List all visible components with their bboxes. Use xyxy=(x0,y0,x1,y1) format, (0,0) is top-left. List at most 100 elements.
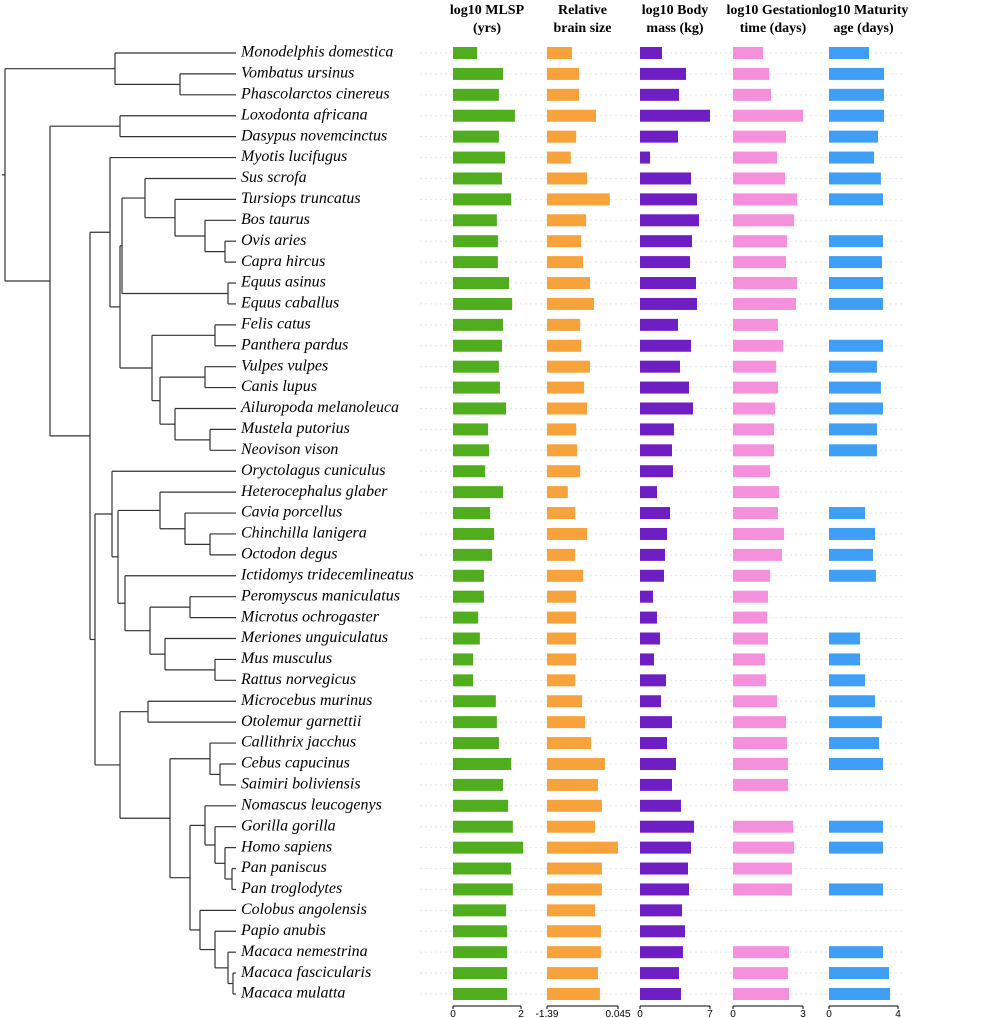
bar xyxy=(829,820,883,833)
species-label: Papio anubis xyxy=(240,922,326,939)
bar xyxy=(640,841,691,854)
bar xyxy=(453,47,478,59)
bar xyxy=(453,632,480,645)
bar xyxy=(453,611,479,624)
bar xyxy=(733,423,775,436)
bar xyxy=(829,695,876,708)
bar xyxy=(733,339,784,352)
bar xyxy=(640,716,672,729)
bar xyxy=(453,277,510,290)
bar xyxy=(640,67,686,80)
bar xyxy=(640,527,667,540)
bar xyxy=(733,67,770,80)
species-label: Microtus ochrogaster xyxy=(240,608,380,625)
column-title: log10 Body xyxy=(642,3,709,18)
bar xyxy=(453,423,489,436)
bar xyxy=(640,486,657,499)
species-label: Macaca fascicularis xyxy=(240,964,371,981)
species-label: Vulpes vulpes xyxy=(241,357,328,374)
bar xyxy=(640,151,650,164)
bar xyxy=(829,548,873,561)
bar xyxy=(547,988,600,1000)
bar xyxy=(453,172,502,185)
species-label: Mus musculus xyxy=(240,650,332,667)
bar xyxy=(733,611,768,624)
bar xyxy=(640,820,694,833)
bar xyxy=(547,674,576,687)
bar xyxy=(640,862,688,875)
bar xyxy=(829,151,875,164)
bar xyxy=(829,277,883,290)
bar xyxy=(640,277,696,290)
species-label: Panthera pardus xyxy=(240,336,348,353)
bar xyxy=(547,778,598,791)
bar xyxy=(829,402,883,415)
bar xyxy=(453,297,513,310)
bar xyxy=(640,47,662,59)
bar xyxy=(829,883,883,896)
bar xyxy=(829,256,882,269)
bar xyxy=(733,444,775,457)
species-label: Octodon degus xyxy=(241,546,337,563)
bar xyxy=(640,695,661,708)
bar xyxy=(640,653,654,666)
bar xyxy=(547,318,581,331)
bar xyxy=(453,402,507,415)
species-label: Vombatus ursinus xyxy=(241,65,354,82)
bar xyxy=(733,862,793,875)
species-label: Tursiops truncatus xyxy=(241,190,361,207)
bar xyxy=(640,130,678,143)
bar xyxy=(640,360,680,373)
bar xyxy=(547,716,586,729)
column-title: log10 Gestation xyxy=(727,3,820,18)
bar xyxy=(829,569,876,582)
bar xyxy=(733,674,767,687)
bar xyxy=(829,988,891,1000)
bar xyxy=(547,590,577,603)
bar xyxy=(640,737,667,750)
column-title: age (days) xyxy=(833,21,894,36)
bar xyxy=(829,235,883,248)
bar xyxy=(640,569,664,582)
bar xyxy=(733,47,764,59)
bar xyxy=(640,611,657,624)
bar xyxy=(640,904,682,917)
bar xyxy=(733,716,786,729)
bar xyxy=(453,904,507,917)
bar xyxy=(640,465,673,478)
bar xyxy=(640,757,676,770)
bar xyxy=(640,339,691,352)
bar xyxy=(733,695,778,708)
bar xyxy=(453,569,484,582)
species-label: Ovis aries xyxy=(241,232,306,249)
bar xyxy=(453,590,484,603)
bar xyxy=(547,653,577,666)
bar xyxy=(547,235,582,248)
x-tick-label: 0 xyxy=(730,1009,736,1018)
bar xyxy=(829,716,882,729)
bar xyxy=(829,674,866,687)
bar xyxy=(733,507,779,520)
bar xyxy=(829,339,883,352)
bar xyxy=(733,88,772,101)
bar xyxy=(733,277,798,290)
bar xyxy=(547,925,601,938)
bar xyxy=(733,130,786,143)
bar xyxy=(733,318,779,331)
bar xyxy=(829,444,877,457)
species-label: Saimiri boliviensis xyxy=(241,776,361,793)
bar xyxy=(640,256,690,269)
bar xyxy=(640,883,689,896)
bar xyxy=(733,256,786,269)
bar xyxy=(829,757,883,770)
species-label: Peromyscus maniculatus xyxy=(240,587,400,604)
bar xyxy=(829,653,861,666)
bar xyxy=(547,967,598,980)
species-label: Ailuropoda melanoleuca xyxy=(240,399,399,416)
x-tick-label: 4 xyxy=(895,1009,901,1018)
bar xyxy=(640,88,679,101)
species-label: Oryctolagus cuniculus xyxy=(241,462,385,479)
bar xyxy=(733,946,789,959)
bar xyxy=(640,778,672,791)
